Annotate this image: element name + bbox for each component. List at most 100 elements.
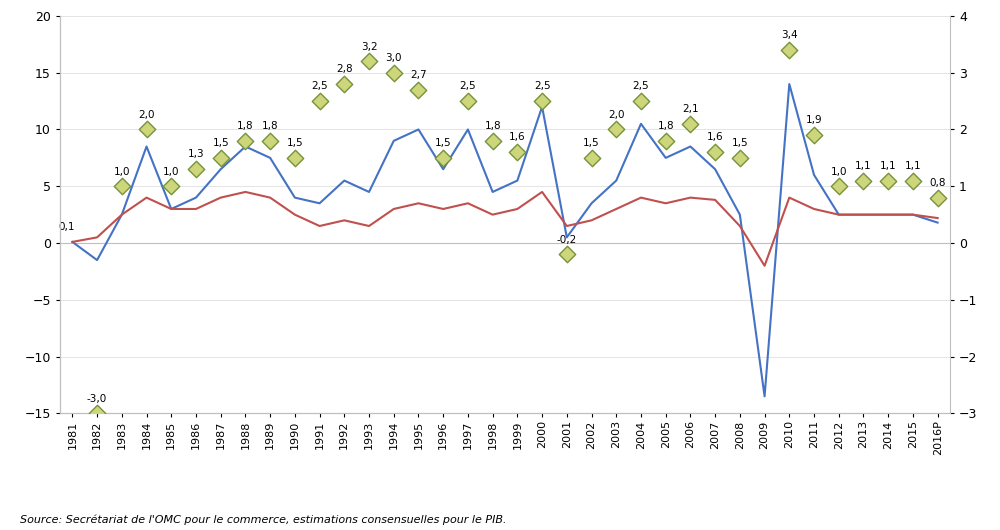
Text: 2,8: 2,8 bbox=[336, 64, 353, 74]
Ratio croissance du commerce/croissance du PIB (droite) bbox=[509, 148, 525, 156]
Text: 3,0: 3,0 bbox=[386, 53, 402, 63]
Croissance du PIB mondial (gauche) bbox=[857, 211, 869, 218]
Croissance du PIB mondial (gauche) bbox=[264, 195, 276, 201]
Text: 1,6: 1,6 bbox=[707, 132, 723, 143]
Croissance du PIB mondial (gauche) bbox=[932, 215, 944, 221]
Ratio croissance du commerce/croissance du PIB (droite) bbox=[682, 120, 698, 128]
Text: 1,8: 1,8 bbox=[484, 121, 501, 131]
Ratio croissance du commerce/croissance du PIB (droite) bbox=[781, 46, 797, 54]
Croissance du volume du commerce mondial (gauche) bbox=[759, 393, 771, 400]
Croissance du PIB mondial (gauche) bbox=[215, 195, 227, 201]
Croissance du volume du commerce mondial (gauche) bbox=[709, 166, 721, 172]
Ratio croissance du commerce/croissance du PIB (droite) bbox=[485, 137, 501, 145]
Croissance du volume du commerce mondial (gauche) bbox=[314, 200, 326, 207]
Line: Croissance du PIB mondial (gauche): Croissance du PIB mondial (gauche) bbox=[72, 192, 938, 266]
Croissance du volume du commerce mondial (gauche) bbox=[561, 234, 573, 241]
Croissance du volume du commerce mondial (gauche) bbox=[882, 211, 894, 218]
Croissance du volume du commerce mondial (gauche) bbox=[511, 178, 523, 184]
Text: 1,5: 1,5 bbox=[287, 138, 303, 148]
Croissance du PIB mondial (gauche) bbox=[437, 206, 449, 212]
Ratio croissance du commerce/croissance du PIB (droite) bbox=[732, 154, 748, 162]
Text: 1,5: 1,5 bbox=[583, 138, 600, 148]
Croissance du PIB mondial (gauche) bbox=[190, 206, 202, 212]
Ratio croissance du commerce/croissance du PIB (droite) bbox=[559, 250, 575, 259]
Text: 1,8: 1,8 bbox=[657, 121, 674, 131]
Ratio croissance du commerce/croissance du PIB (droite) bbox=[237, 137, 253, 145]
Croissance du PIB mondial (gauche) bbox=[511, 206, 523, 212]
Ratio croissance du commerce/croissance du PIB (droite) bbox=[930, 193, 946, 202]
Ratio croissance du commerce/croissance du PIB (droite) bbox=[213, 154, 229, 162]
Text: -3,0: -3,0 bbox=[87, 394, 107, 404]
Croissance du PIB mondial (gauche) bbox=[536, 189, 548, 195]
Line: Croissance du volume du commerce mondial (gauche): Croissance du volume du commerce mondial… bbox=[72, 84, 938, 396]
Ratio croissance du commerce/croissance du PIB (droite) bbox=[114, 182, 130, 190]
Croissance du PIB mondial (gauche) bbox=[709, 197, 721, 203]
Croissance du PIB mondial (gauche) bbox=[116, 211, 128, 218]
Croissance du volume du commerce mondial (gauche) bbox=[388, 138, 400, 144]
Ratio croissance du commerce/croissance du PIB (droite) bbox=[608, 125, 624, 134]
Croissance du volume du commerce mondial (gauche) bbox=[660, 155, 672, 161]
Croissance du PIB mondial (gauche) bbox=[165, 206, 177, 212]
Croissance du volume du commerce mondial (gauche) bbox=[808, 172, 820, 178]
Ratio croissance du commerce/croissance du PIB (droite) bbox=[658, 137, 674, 145]
Croissance du PIB mondial (gauche) bbox=[314, 223, 326, 229]
Croissance du volume du commerce mondial (gauche) bbox=[437, 166, 449, 172]
Text: 2,5: 2,5 bbox=[633, 82, 649, 91]
Croissance du volume du commerce mondial (gauche) bbox=[536, 103, 548, 110]
Text: 1,8: 1,8 bbox=[237, 121, 254, 131]
Ratio croissance du commerce/croissance du PIB (droite) bbox=[287, 154, 303, 162]
Ratio croissance du commerce/croissance du PIB (droite) bbox=[633, 97, 649, 105]
Croissance du volume du commerce mondial (gauche) bbox=[610, 178, 622, 184]
Croissance du PIB mondial (gauche) bbox=[388, 206, 400, 212]
Text: 1,0: 1,0 bbox=[830, 166, 847, 176]
Croissance du volume du commerce mondial (gauche) bbox=[586, 200, 598, 207]
Croissance du PIB mondial (gauche) bbox=[684, 195, 696, 201]
Text: 2,0: 2,0 bbox=[608, 110, 624, 120]
Ratio croissance du commerce/croissance du PIB (droite) bbox=[188, 165, 204, 173]
Ratio croissance du commerce/croissance du PIB (droite) bbox=[361, 57, 377, 66]
Croissance du PIB mondial (gauche) bbox=[635, 195, 647, 201]
Ratio croissance du commerce/croissance du PIB (droite) bbox=[262, 137, 278, 145]
Ratio croissance du commerce/croissance du PIB (droite) bbox=[905, 176, 921, 185]
Croissance du volume du commerce mondial (gauche) bbox=[932, 219, 944, 226]
Croissance du volume du commerce mondial (gauche) bbox=[215, 166, 227, 172]
Text: 3,4: 3,4 bbox=[781, 30, 798, 40]
Croissance du volume du commerce mondial (gauche) bbox=[635, 121, 647, 127]
Croissance du PIB mondial (gauche) bbox=[338, 217, 350, 224]
Text: 1,0: 1,0 bbox=[114, 166, 130, 176]
Croissance du PIB mondial (gauche) bbox=[363, 223, 375, 229]
Ratio croissance du commerce/croissance du PIB (droite) bbox=[89, 409, 105, 418]
Croissance du PIB mondial (gauche) bbox=[882, 211, 894, 218]
Text: 0,8: 0,8 bbox=[929, 178, 946, 188]
Croissance du volume du commerce mondial (gauche) bbox=[190, 195, 202, 201]
Text: 2,5: 2,5 bbox=[311, 82, 328, 91]
Text: 2,5: 2,5 bbox=[460, 82, 476, 91]
Croissance du PIB mondial (gauche) bbox=[141, 195, 153, 201]
Croissance du PIB mondial (gauche) bbox=[610, 206, 622, 212]
Ratio croissance du commerce/croissance du PIB (droite) bbox=[831, 182, 847, 190]
Ratio croissance du commerce/croissance du PIB (droite) bbox=[707, 148, 723, 156]
Text: 1,9: 1,9 bbox=[806, 116, 822, 126]
Ratio croissance du commerce/croissance du PIB (droite) bbox=[855, 176, 871, 185]
Croissance du PIB mondial (gauche) bbox=[783, 195, 795, 201]
Croissance du volume du commerce mondial (gauche) bbox=[141, 143, 153, 149]
Croissance du volume du commerce mondial (gauche) bbox=[363, 189, 375, 195]
Text: 1,1: 1,1 bbox=[905, 161, 921, 171]
Croissance du PIB mondial (gauche) bbox=[660, 200, 672, 207]
Ratio croissance du commerce/croissance du PIB (droite) bbox=[312, 97, 328, 105]
Text: 1,1: 1,1 bbox=[880, 161, 897, 171]
Croissance du volume du commerce mondial (gauche) bbox=[487, 189, 499, 195]
Text: 3,2: 3,2 bbox=[361, 42, 377, 51]
Text: Source: Secrétariat de l'OMC pour le commerce, estimations consensuelles pour le: Source: Secrétariat de l'OMC pour le com… bbox=[20, 514, 507, 525]
Croissance du volume du commerce mondial (gauche) bbox=[857, 211, 869, 218]
Croissance du volume du commerce mondial (gauche) bbox=[239, 143, 251, 149]
Text: 1,6: 1,6 bbox=[509, 132, 526, 143]
Ratio croissance du commerce/croissance du PIB (droite) bbox=[163, 182, 179, 190]
Croissance du PIB mondial (gauche) bbox=[462, 200, 474, 207]
Text: 2,5: 2,5 bbox=[534, 82, 550, 91]
Text: 2,7: 2,7 bbox=[410, 70, 427, 80]
Croissance du PIB mondial (gauche) bbox=[833, 211, 845, 218]
Text: 1,0: 1,0 bbox=[163, 166, 180, 176]
Text: 0,1: 0,1 bbox=[59, 222, 75, 232]
Ratio croissance du commerce/croissance du PIB (droite) bbox=[410, 85, 426, 94]
